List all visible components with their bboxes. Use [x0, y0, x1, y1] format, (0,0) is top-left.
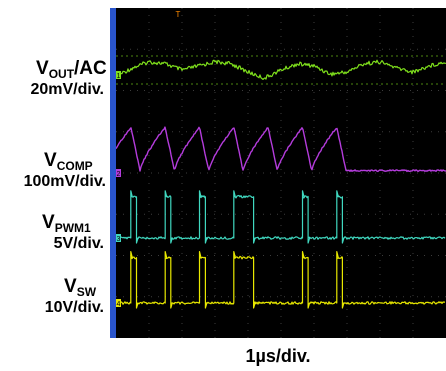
left-edge-bar — [110, 8, 116, 338]
ch2-ground-marker-label: 2 — [117, 171, 121, 178]
ch4-ground-marker-label: 4 — [117, 301, 121, 308]
ch1-ground-marker — [116, 71, 121, 79]
trigger-marker: T — [176, 10, 181, 19]
vout-scale: 20mV/div. — [30, 81, 104, 98]
vpwm-scale: 5V/div. — [54, 235, 104, 252]
vcomp-label: VCOMP — [44, 150, 93, 173]
ch2-ground-marker — [116, 169, 121, 177]
vcomp-trace — [115, 126, 446, 173]
ch4-ground-marker — [116, 299, 121, 307]
vpwm-label: VPWM1 — [42, 212, 91, 235]
vout-label: VOUT/AC — [36, 58, 107, 81]
vsw-trace — [116, 251, 445, 309]
vout-trace — [115, 59, 446, 81]
traces: 1 2 3 4 — [115, 55, 446, 309]
vsw-scale: 10V/div. — [45, 299, 104, 316]
ch1-ground-marker-label: 1 — [117, 73, 121, 80]
ch3-ground-marker-label: 3 — [117, 236, 121, 243]
vsw-label: VSW — [64, 276, 97, 299]
vcomp-scale: 100mV/div. — [24, 173, 106, 190]
ch3-ground-marker — [116, 234, 121, 242]
time-base-label: 1µs/div. — [245, 346, 310, 366]
vpwm1-trace — [115, 190, 446, 244]
